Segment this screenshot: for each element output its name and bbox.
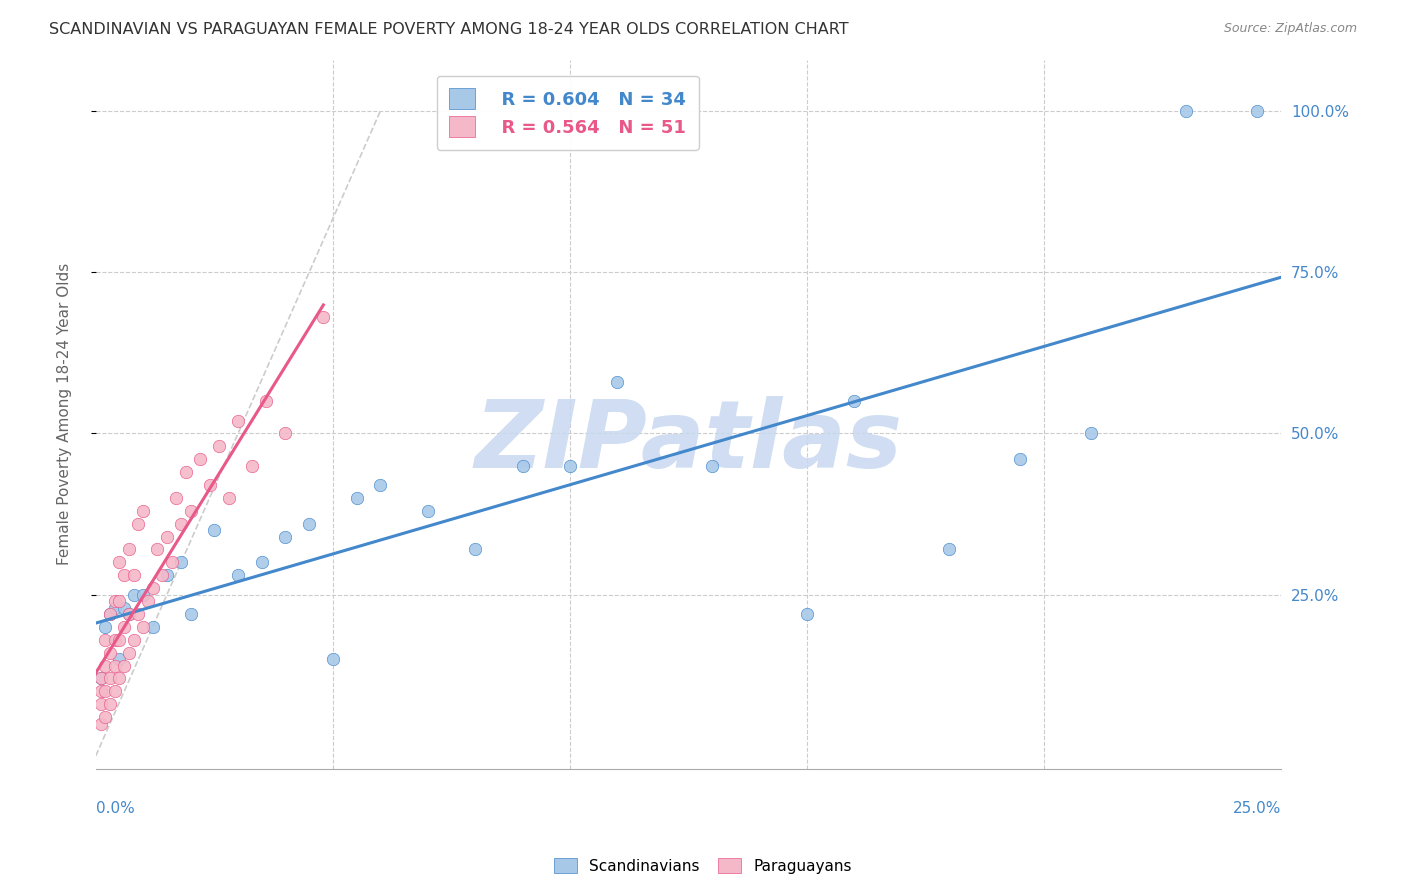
Point xyxy=(226,413,249,427)
Point xyxy=(90,684,112,698)
Point xyxy=(108,652,131,666)
Point xyxy=(150,568,173,582)
Point xyxy=(174,465,197,479)
Point xyxy=(94,658,117,673)
Point xyxy=(558,458,581,473)
Point xyxy=(198,478,221,492)
Point xyxy=(218,491,240,505)
Point xyxy=(104,600,127,615)
Point xyxy=(90,697,112,711)
Point xyxy=(122,632,145,647)
Point xyxy=(127,516,149,531)
Point xyxy=(938,542,960,557)
Point xyxy=(98,697,121,711)
Point xyxy=(94,620,117,634)
Point xyxy=(104,632,127,647)
Point xyxy=(156,530,179,544)
Point xyxy=(1080,426,1102,441)
Point xyxy=(112,620,135,634)
Point xyxy=(170,516,193,531)
Point xyxy=(98,607,121,621)
Point xyxy=(1246,104,1268,119)
Point xyxy=(112,600,135,615)
Point xyxy=(142,620,165,634)
Point xyxy=(170,555,193,569)
Text: 25.0%: 25.0% xyxy=(1233,800,1281,815)
Point xyxy=(160,555,183,569)
Point xyxy=(1175,104,1198,119)
Point xyxy=(156,568,179,582)
Point xyxy=(298,516,321,531)
Point xyxy=(346,491,368,505)
Point xyxy=(208,439,231,453)
Point xyxy=(132,620,155,634)
Text: 0.0%: 0.0% xyxy=(96,800,135,815)
Point xyxy=(108,632,131,647)
Point xyxy=(90,716,112,731)
Point xyxy=(90,672,112,686)
Point xyxy=(226,568,249,582)
Point xyxy=(416,504,439,518)
Point xyxy=(108,555,131,569)
Point xyxy=(104,658,127,673)
Point xyxy=(606,375,628,389)
Legend:   R = 0.604   N = 34,   R = 0.564   N = 51: R = 0.604 N = 34, R = 0.564 N = 51 xyxy=(437,76,699,150)
Point xyxy=(90,672,112,686)
Point xyxy=(796,607,818,621)
Point xyxy=(98,672,121,686)
Point xyxy=(122,588,145,602)
Point xyxy=(136,594,159,608)
Point xyxy=(464,542,486,557)
Point xyxy=(1010,452,1032,467)
Y-axis label: Female Poverty Among 18-24 Year Olds: Female Poverty Among 18-24 Year Olds xyxy=(58,263,72,566)
Point xyxy=(202,523,225,537)
Point xyxy=(512,458,534,473)
Point xyxy=(112,568,135,582)
Point xyxy=(98,646,121,660)
Point xyxy=(132,588,155,602)
Point xyxy=(94,632,117,647)
Point xyxy=(180,607,202,621)
Text: ZIPatlas: ZIPatlas xyxy=(474,396,903,489)
Point xyxy=(132,504,155,518)
Point xyxy=(118,607,141,621)
Point xyxy=(118,542,141,557)
Legend: Scandinavians, Paraguayans: Scandinavians, Paraguayans xyxy=(548,852,858,880)
Point xyxy=(322,652,344,666)
Point xyxy=(122,568,145,582)
Point xyxy=(127,607,149,621)
Point xyxy=(274,426,297,441)
Point xyxy=(368,478,391,492)
Point xyxy=(146,542,169,557)
Point xyxy=(250,555,273,569)
Point xyxy=(94,710,117,724)
Point xyxy=(312,310,335,325)
Point xyxy=(94,684,117,698)
Point xyxy=(256,394,278,409)
Point xyxy=(180,504,202,518)
Text: Source: ZipAtlas.com: Source: ZipAtlas.com xyxy=(1223,22,1357,36)
Point xyxy=(188,452,211,467)
Point xyxy=(240,458,263,473)
Point xyxy=(118,607,141,621)
Point xyxy=(844,394,866,409)
Point xyxy=(165,491,187,505)
Point xyxy=(108,672,131,686)
Point xyxy=(702,458,724,473)
Point xyxy=(118,646,141,660)
Text: SCANDINAVIAN VS PARAGUAYAN FEMALE POVERTY AMONG 18-24 YEAR OLDS CORRELATION CHAR: SCANDINAVIAN VS PARAGUAYAN FEMALE POVERT… xyxy=(49,22,849,37)
Point xyxy=(274,530,297,544)
Point xyxy=(108,594,131,608)
Point xyxy=(98,607,121,621)
Point xyxy=(104,594,127,608)
Point xyxy=(104,684,127,698)
Point xyxy=(112,658,135,673)
Point xyxy=(142,581,165,595)
